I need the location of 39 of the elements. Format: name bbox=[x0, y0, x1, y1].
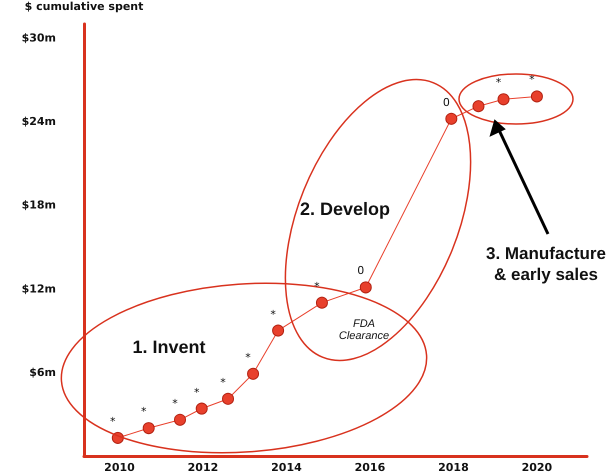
annotation: * bbox=[220, 376, 226, 389]
point bbox=[196, 402, 208, 415]
point bbox=[360, 281, 372, 294]
annotation: * bbox=[245, 350, 251, 364]
x-tick-label: 2020 bbox=[522, 461, 553, 474]
x-tick-label: 2012 bbox=[188, 461, 218, 474]
annotation: 0 bbox=[442, 96, 450, 109]
annotation: FDA Clearance bbox=[338, 318, 390, 342]
y-tick-label: $30m bbox=[22, 31, 56, 44]
annotation: * bbox=[172, 396, 178, 410]
point bbox=[174, 414, 186, 426]
y-axis-title: $ cumulative spent bbox=[24, 0, 144, 13]
y-tick-label: $24m bbox=[22, 115, 56, 128]
annotation: 2. Develop bbox=[300, 198, 390, 220]
point bbox=[498, 93, 510, 106]
x-tick-label: 2016 bbox=[354, 461, 386, 474]
point bbox=[272, 324, 284, 337]
point bbox=[530, 90, 543, 102]
annotation: 0 bbox=[357, 264, 364, 278]
point bbox=[222, 392, 234, 405]
point bbox=[316, 296, 328, 309]
annotation: * bbox=[194, 386, 200, 399]
annotation: * bbox=[529, 73, 535, 86]
annotation: * bbox=[110, 414, 116, 428]
point bbox=[472, 100, 484, 112]
annotation: * bbox=[140, 405, 146, 418]
y-tick-label: $12m bbox=[22, 282, 56, 296]
x-tick-label: 2018 bbox=[438, 461, 469, 474]
point bbox=[142, 422, 155, 434]
y-tick-label: $18m bbox=[22, 198, 56, 212]
point bbox=[247, 368, 260, 380]
x-tick-label: 2014 bbox=[271, 461, 302, 474]
annotation: 1. Invent bbox=[132, 336, 206, 358]
point bbox=[445, 112, 458, 125]
annotation: 3. Manufacture & early sales bbox=[485, 242, 607, 286]
y-tick-label: $6m bbox=[29, 366, 56, 379]
annotation: * bbox=[270, 308, 276, 321]
x-tick-label: 2010 bbox=[104, 461, 136, 474]
annotation: * bbox=[496, 76, 502, 90]
